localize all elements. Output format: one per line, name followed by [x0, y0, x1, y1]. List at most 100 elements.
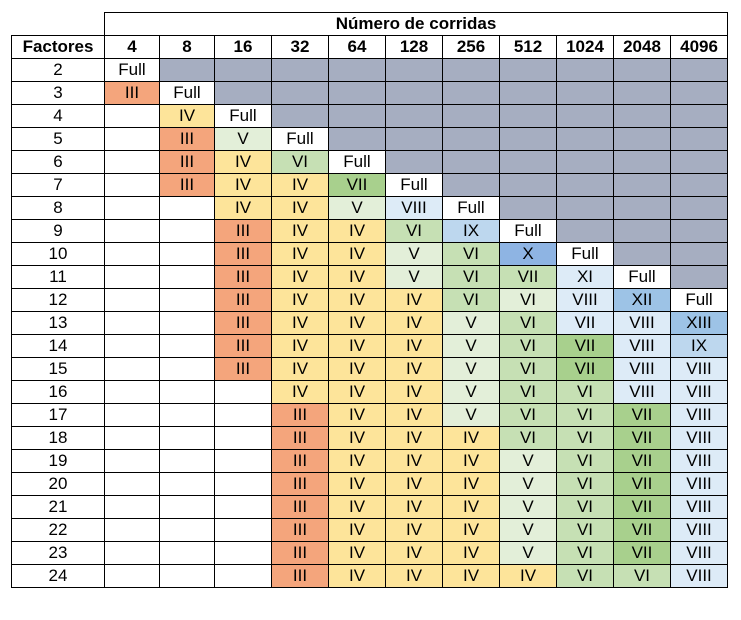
table-row: 17 III IV IV V VI VI VII VIII [11, 403, 729, 427]
table-row: 6 III IV VI Full [11, 150, 729, 174]
empty-cell [104, 495, 160, 519]
resolution-cell: IV [271, 173, 329, 197]
factor-cell: 2 [11, 58, 105, 82]
empty-cell [214, 380, 272, 404]
unused-cell [556, 150, 614, 174]
runs-header-1024: 1024 [556, 35, 614, 59]
unused-cell [669, 127, 729, 151]
resolution-cell: IV [385, 541, 443, 565]
empty-cell [104, 357, 160, 381]
full-factorial-cell: Full [556, 242, 614, 266]
corner-cell [11, 12, 105, 36]
resolution-cell: VI [442, 288, 500, 312]
factor-cell: 11 [11, 265, 105, 289]
resolution-cell: IV [328, 541, 386, 565]
resolution-cell: VIII [669, 564, 729, 588]
empty-cell [159, 426, 215, 450]
empty-cell [104, 242, 160, 266]
resolution-cell: IV [328, 265, 386, 289]
resolution-cell: XII [613, 288, 671, 312]
resolution-cell: V [214, 127, 272, 151]
resolution-cell: V [328, 196, 386, 220]
empty-cell [214, 495, 272, 519]
resolution-cell: VI [556, 518, 614, 542]
unused-cell [499, 173, 557, 197]
unused-cell [442, 58, 500, 82]
full-factorial-cell: Full [669, 288, 729, 312]
table-row: 24 III IV IV IV IV VI VI VIII [11, 564, 729, 588]
unused-cell [214, 81, 272, 105]
runs-header-4096: 4096 [669, 35, 729, 59]
resolution-cell: VI [556, 564, 614, 588]
unused-cell [556, 196, 614, 220]
empty-cell [104, 288, 160, 312]
resolution-cell: III [271, 495, 329, 519]
runs-header-2048: 2048 [613, 35, 671, 59]
resolution-cell: IV [385, 518, 443, 542]
resolution-cell: IV [328, 242, 386, 266]
runs-header-256: 256 [442, 35, 500, 59]
unused-cell [669, 150, 729, 174]
empty-cell [104, 265, 160, 289]
empty-cell [104, 311, 160, 335]
full-factorial-cell: Full [385, 173, 443, 197]
factor-cell: 20 [11, 472, 105, 496]
resolution-cell: IV [385, 357, 443, 381]
resolution-cell: VII [613, 518, 671, 542]
resolution-cell: III [214, 242, 272, 266]
table-row: 22 III IV IV IV V VI VII VIII [11, 518, 729, 542]
empty-cell [104, 403, 160, 427]
table-row: 7 III IV IV VII Full [11, 173, 729, 197]
resolution-cell: VI [556, 472, 614, 496]
empty-cell [159, 403, 215, 427]
resolution-cell: VI [271, 150, 329, 174]
empty-cell [214, 541, 272, 565]
resolution-cell: VI [556, 541, 614, 565]
resolution-cell: VII [556, 357, 614, 381]
unused-cell [328, 127, 386, 151]
resolution-cell: VII [613, 472, 671, 496]
resolution-cell: III [159, 173, 215, 197]
unused-cell [271, 104, 329, 128]
resolution-cell: IV [214, 173, 272, 197]
resolution-cell: VIII [669, 518, 729, 542]
unused-cell [328, 104, 386, 128]
unused-cell [385, 150, 443, 174]
resolution-cell: V [499, 472, 557, 496]
resolution-cell: IV [328, 288, 386, 312]
empty-cell [159, 495, 215, 519]
resolution-cell: VIII [669, 495, 729, 519]
empty-cell [214, 426, 272, 450]
resolution-cell: VIII [669, 357, 729, 381]
empty-cell [104, 173, 160, 197]
factor-cell: 10 [11, 242, 105, 266]
unused-cell [669, 219, 729, 243]
unused-cell [385, 127, 443, 151]
resolution-cell: IV [328, 426, 386, 450]
resolution-cell: VIII [613, 357, 671, 381]
empty-cell [104, 564, 160, 588]
empty-cell [104, 127, 160, 151]
factor-cell: 22 [11, 518, 105, 542]
resolution-cell: VI [442, 265, 500, 289]
unused-cell [499, 104, 557, 128]
resolution-cell: VI [556, 380, 614, 404]
full-factorial-cell: Full [159, 81, 215, 105]
unused-cell [499, 81, 557, 105]
resolution-cell: VII [613, 541, 671, 565]
resolution-cell: VIII [669, 380, 729, 404]
resolution-cell: IV [271, 334, 329, 358]
runs-header-8: 8 [159, 35, 215, 59]
resolution-cell: VI [499, 311, 557, 335]
table-row: 16 IV IV IV V VI VI VIII VIII [11, 380, 729, 404]
resolution-cell: IV [385, 564, 443, 588]
resolution-cell: VIII [669, 426, 729, 450]
table-row: 10 III IV IV V VI X Full [11, 242, 729, 266]
factor-cell: 18 [11, 426, 105, 450]
resolution-cell: VIII [669, 541, 729, 565]
resolution-cell: VI [499, 357, 557, 381]
resolution-cell: VII [613, 495, 671, 519]
resolution-cell: IV [271, 265, 329, 289]
resolution-cell: VI [499, 380, 557, 404]
resolution-cell: VII [499, 265, 557, 289]
